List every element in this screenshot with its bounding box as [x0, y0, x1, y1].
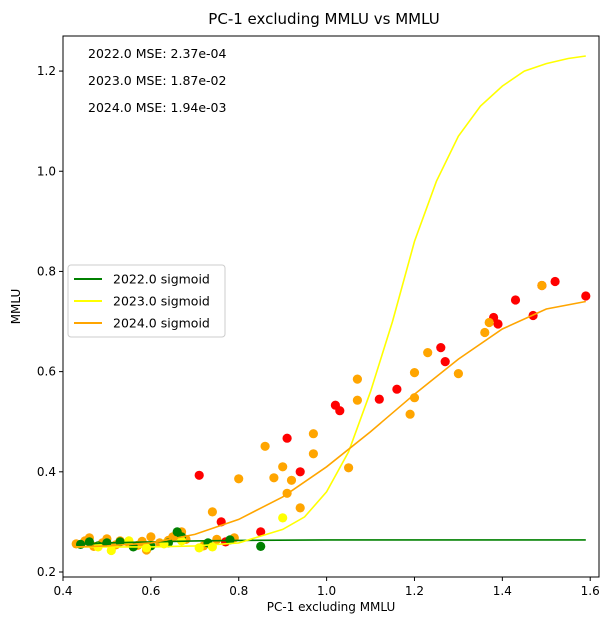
scatter-point [453, 369, 463, 379]
scatter-point [278, 462, 288, 472]
scatter-point [308, 449, 318, 459]
scatter-point [480, 327, 490, 338]
scatter-point [581, 291, 591, 301]
x-tick-label: 1.4 [493, 584, 512, 598]
x-tick-label: 1.6 [581, 584, 600, 598]
scatter-point [212, 534, 222, 545]
scatter-point [260, 441, 270, 451]
scatter-point [207, 507, 217, 517]
scatter-point [550, 276, 560, 287]
scatter-point [344, 463, 354, 473]
x-axis-label: PC-1 excluding MMLU [267, 600, 396, 614]
scatter-point [537, 280, 547, 291]
scatter-point [493, 319, 503, 329]
scatter-point [146, 532, 156, 542]
scatter-point [409, 368, 420, 378]
scatter-point [510, 295, 521, 305]
x-tick-label: 0.8 [229, 584, 248, 598]
scatter-point [374, 394, 384, 404]
scatter-point [269, 473, 279, 483]
scatter-point [352, 395, 362, 405]
scatter-point [436, 343, 446, 353]
scatter-point [141, 543, 152, 553]
x-tick-label: 0.4 [53, 584, 72, 598]
mse-annotation: 2023.0 MSE: 1.87e-02 [88, 73, 226, 88]
y-axis-label: MMLU [9, 289, 23, 325]
legend-label: 2024.0 sigmoid [113, 316, 210, 331]
legend-label: 2022.0 sigmoid [113, 272, 210, 287]
scatter-point [256, 541, 266, 552]
legend-label: 2023.0 sigmoid [113, 294, 210, 309]
scatter-point [335, 406, 345, 416]
plot-area [71, 55, 591, 556]
legend: 2022.0 sigmoid 2023.0 sigmoid 2024.0 sigmo… [67, 264, 226, 338]
x-tick-label: 0.6 [141, 584, 160, 598]
sigmoid-curve-1 [76, 55, 586, 548]
mse-annotations: 2022.0 MSE: 2.37e-04 2023.0 MSE: 1.87e-02… [88, 46, 226, 115]
scatter-point [405, 409, 415, 419]
y-tick-label: 0.8 [37, 264, 56, 278]
mse-annotation: 2022.0 MSE: 2.37e-04 [88, 46, 226, 61]
scatter-point [278, 513, 288, 523]
y-tick-label: 0.6 [37, 365, 56, 379]
scatter-point [282, 433, 292, 443]
scatter-point [352, 374, 362, 384]
scatter-point [286, 475, 297, 485]
x-tick-label: 1.2 [405, 584, 424, 598]
plot-frame [62, 35, 600, 578]
scatter-point [484, 317, 494, 328]
scatter-point [295, 503, 305, 513]
sigmoid-curve-0 [76, 539, 586, 546]
y-tick-label: 0.4 [37, 465, 56, 479]
scatter-point [256, 527, 266, 537]
scatter-point [308, 429, 318, 439]
scatter-point [84, 537, 94, 547]
x-tick-label: 1.0 [317, 584, 336, 598]
y-tick-label: 1.2 [37, 64, 56, 78]
y-tick-label: 1.0 [37, 164, 56, 178]
scatter-point [194, 470, 204, 480]
scatter-point [440, 357, 450, 367]
scatter-point [106, 545, 116, 556]
y-tick-label: 0.2 [37, 565, 56, 579]
scatter-point [423, 348, 433, 358]
chart-title: PC-1 excluding MMLU vs MMLU [208, 10, 439, 28]
scatter-point [234, 474, 244, 484]
scatter-point [295, 467, 305, 477]
axis-ticks: 0.4 0.6 0.8 1.0 1.2 1.4 1.6 0.2 0.4 0.6 0.8 1.0 1.2 [37, 64, 600, 598]
scatter-point [392, 384, 402, 394]
legend-box [67, 264, 226, 338]
sigmoid-curve-2 [76, 300, 586, 548]
mse-annotation: 2024.0 MSE: 1.94e-03 [88, 100, 226, 115]
